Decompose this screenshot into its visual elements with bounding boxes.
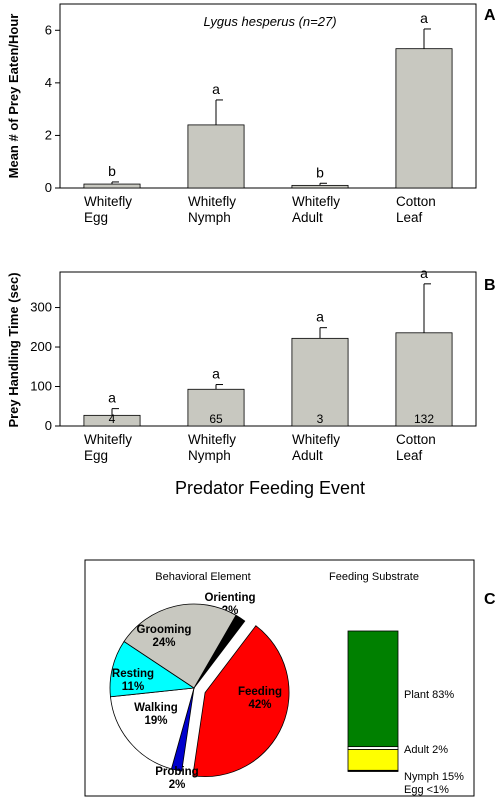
behavior-pie: Orienting2%Feeding42%Probing2%Walking19%… xyxy=(109,592,290,791)
sample-size-label: 65 xyxy=(209,412,223,426)
substrate-stacked-bar: Egg <1%Nymph 15% Adult 2% Plant 83% xyxy=(347,630,464,796)
category-label: Whitefly xyxy=(84,194,132,209)
category-label: Leaf xyxy=(396,448,423,463)
category-label: Whitefly xyxy=(84,432,132,447)
stack-segment-label: Plant 83% xyxy=(404,689,454,701)
panel-b-frame xyxy=(59,271,477,427)
bar xyxy=(291,337,349,427)
panel-b-yticks: 0 100 200 300 xyxy=(30,300,60,433)
ytick-label: 100 xyxy=(30,379,52,394)
category-label: Leaf xyxy=(396,210,423,225)
ytick-label: 0 xyxy=(45,418,52,433)
panel-a-frame xyxy=(59,3,477,189)
panel-a-ylabel: Mean # of Prey Eaten/Hour xyxy=(6,14,21,179)
significance-letter: a xyxy=(212,366,220,382)
category-label: Whitefly xyxy=(292,432,340,447)
panel-c: Behavioral Element Feeding Substrate Ori… xyxy=(84,559,475,797)
category-label: Whitefly xyxy=(188,432,236,447)
panel-a-annotation: Lygus hesperus (n=27) xyxy=(203,14,336,29)
panel-a-yticks: 0 2 4 6 xyxy=(45,22,60,195)
significance-letter: a xyxy=(108,390,116,406)
stack-segment-label: Nymph 15% xyxy=(404,771,464,783)
pie-slice xyxy=(110,687,195,770)
ytick-label: 0 xyxy=(45,180,52,195)
category-label: Adult xyxy=(292,210,323,225)
stack-title: Feeding Substrate xyxy=(329,571,419,583)
pie-slice-percent: 2% xyxy=(169,779,186,791)
sample-size-label: 3 xyxy=(317,412,324,426)
pie-slice-percent: 19% xyxy=(144,715,167,727)
category-label: Cotton xyxy=(396,432,436,447)
pie-slice-label: Probing xyxy=(155,766,198,778)
category-label: Egg xyxy=(84,210,108,225)
ytick-label: 4 xyxy=(45,75,52,90)
pie-slice-label: Resting xyxy=(112,668,154,680)
ytick-label: 300 xyxy=(30,300,52,315)
stack-segment-label: Egg <1% xyxy=(404,784,449,796)
pie-slice-label: Walking xyxy=(134,702,178,714)
panel-c-frame xyxy=(84,559,475,797)
category-label: Nymph xyxy=(188,210,231,225)
pie-slice xyxy=(192,625,290,778)
pie-slice-percent: 11% xyxy=(122,681,144,693)
ytick-label: 200 xyxy=(30,339,52,354)
category-label: Whitefly xyxy=(292,194,340,209)
pie-slice-percent: 42% xyxy=(248,699,271,711)
panel-letter-a: A xyxy=(484,7,496,24)
category-label: Adult xyxy=(292,448,323,463)
significance-letter: a xyxy=(212,81,220,97)
bar xyxy=(83,183,141,189)
panel-b-ylabel: Prey Handling Time (sec) xyxy=(6,272,21,427)
pie-slice-label: Feeding xyxy=(238,686,282,698)
ytick-label: 6 xyxy=(45,22,52,37)
pie-slice-percent: 24% xyxy=(152,637,175,649)
significance-letter: a xyxy=(420,265,428,281)
panel-a-bars: b a b a xyxy=(83,10,453,189)
pie-slice-label: Grooming xyxy=(137,624,192,636)
ytick-label: 2 xyxy=(45,127,52,142)
panel-letter-b: B xyxy=(484,277,496,294)
bar xyxy=(395,48,453,189)
bar xyxy=(291,184,349,189)
stack-segment xyxy=(347,630,399,748)
significance-letter: b xyxy=(108,163,116,179)
panel-a-categories: WhiteflyEggWhiteflyNymphWhiteflyAdultCot… xyxy=(84,194,436,225)
category-label: Cotton xyxy=(396,194,436,209)
significance-letter: a xyxy=(420,10,428,26)
significance-letter: a xyxy=(316,309,324,325)
sample-size-label: 132 xyxy=(414,412,434,426)
panel-b-chart: Prey Handling Time (sec) Predator Feedin… xyxy=(6,265,477,498)
stack-segment xyxy=(347,749,399,771)
category-label: Egg xyxy=(84,448,108,463)
bar xyxy=(187,124,245,189)
pie-slice xyxy=(123,603,237,689)
stack-segment xyxy=(347,746,399,750)
panel-b-bars: a 4 a 65 a 3 a 132 xyxy=(83,265,453,427)
category-label: Nymph xyxy=(188,448,231,463)
stack-segment-label: Adult 2% xyxy=(404,744,448,756)
panel-b-categories: WhiteflyEggWhiteflyNymphWhiteflyAdultCot… xyxy=(84,432,436,463)
panel-letter-c: C xyxy=(484,591,496,608)
category-label: Whitefly xyxy=(188,194,236,209)
significance-letter: b xyxy=(316,164,324,180)
pie-title: Behavioral Element xyxy=(155,571,250,583)
pie-slice-label: Orienting xyxy=(204,592,255,604)
panel-b-xlabel: Predator Feeding Event xyxy=(175,478,365,498)
sample-size-label: 4 xyxy=(109,412,116,426)
panel-a-chart: Lygus hesperus (n=27) Mean # of Prey Eat… xyxy=(6,3,477,225)
